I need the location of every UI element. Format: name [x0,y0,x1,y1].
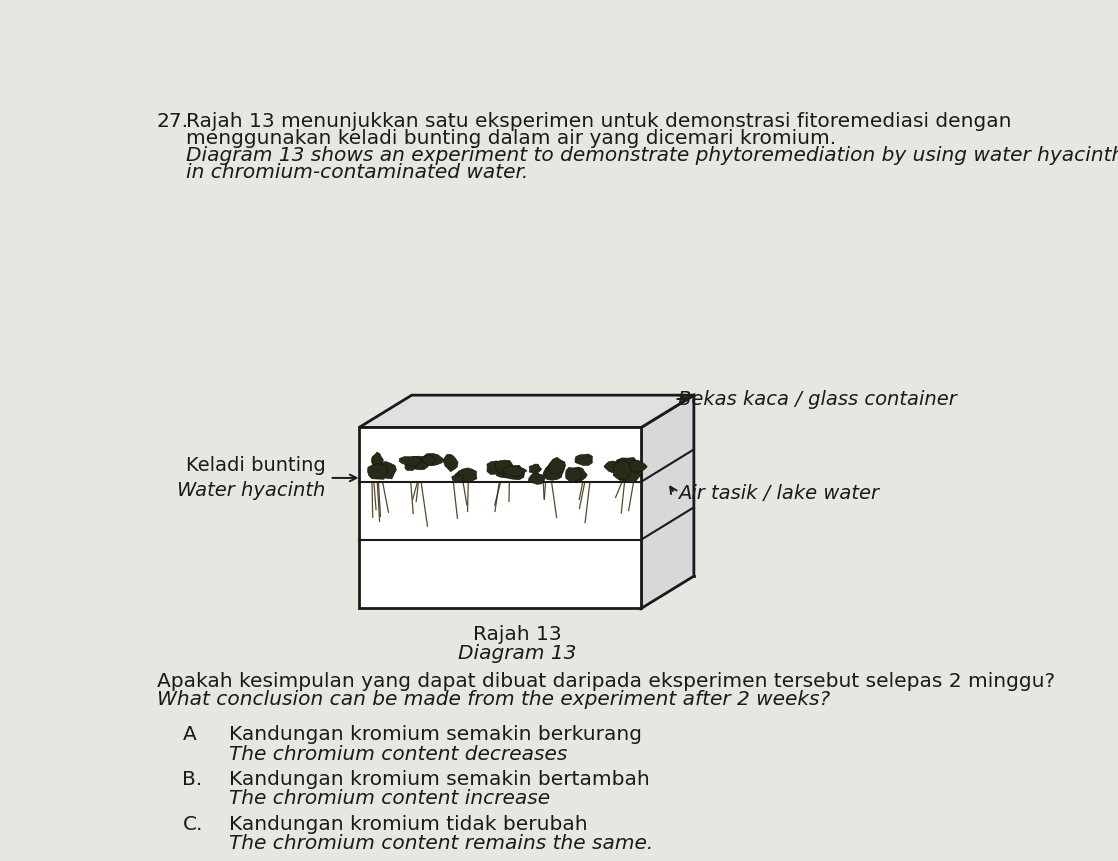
Polygon shape [617,467,641,482]
Text: The chromium content remains the same.: The chromium content remains the same. [229,834,653,853]
Text: The chromium content decreases: The chromium content decreases [229,745,567,764]
Text: menggunakan keladi bunting dalam air yang dicemari kromium.: menggunakan keladi bunting dalam air yan… [187,129,836,148]
Text: What conclusion can be made from the experiment after 2 weeks?: What conclusion can be made from the exp… [157,690,830,709]
Polygon shape [529,464,541,474]
Text: Keladi bunting: Keladi bunting [186,455,325,475]
Polygon shape [376,461,397,479]
Polygon shape [444,455,458,472]
Polygon shape [604,461,622,473]
Text: Rajah 13: Rajah 13 [473,625,561,644]
Polygon shape [613,460,631,480]
Polygon shape [569,467,587,483]
Polygon shape [628,460,647,473]
Text: The chromium content increase: The chromium content increase [229,790,550,808]
Polygon shape [455,472,470,483]
Text: B.: B. [182,770,202,790]
Polygon shape [421,455,435,466]
Polygon shape [359,395,694,428]
Text: Diagram 13 shows an experiment to demonstrate phytoremediation by using water hy: Diagram 13 shows an experiment to demons… [187,146,1118,164]
Text: Kandungan kromium tidak berubah: Kandungan kromium tidak berubah [229,815,587,833]
Text: Apakah kesimpulan yang dapat dibuat daripada eksperimen tersebut selepas 2 mingg: Apakah kesimpulan yang dapat dibuat dari… [157,672,1055,691]
Polygon shape [546,461,566,478]
Polygon shape [616,457,641,472]
Text: Air tasik / lake water: Air tasik / lake water [679,484,880,503]
Polygon shape [399,456,421,466]
Polygon shape [495,460,514,476]
Polygon shape [575,454,593,466]
Polygon shape [423,454,445,466]
Text: Water hyacinth: Water hyacinth [178,481,325,500]
Text: C.: C. [182,815,202,833]
Polygon shape [543,467,562,480]
Polygon shape [368,463,388,480]
Text: Kandungan kromium semakin berkurang: Kandungan kromium semakin berkurang [229,726,642,745]
Text: Rajah 13 menunjukkan satu eksperimen untuk demonstrasi fitoremediasi dengan: Rajah 13 menunjukkan satu eksperimen unt… [187,112,1012,131]
Text: Kandungan kromium semakin bertambah: Kandungan kromium semakin bertambah [229,770,650,790]
Polygon shape [549,457,566,474]
Polygon shape [502,466,527,477]
Polygon shape [496,467,511,478]
Polygon shape [642,395,694,609]
Text: in chromium-contaminated water.: in chromium-contaminated water. [187,163,529,182]
Polygon shape [529,473,546,485]
Polygon shape [457,468,477,482]
Polygon shape [371,452,383,467]
Polygon shape [566,468,581,482]
Polygon shape [452,475,464,482]
Polygon shape [503,465,524,480]
Polygon shape [408,456,428,470]
Text: 27.: 27. [157,112,189,131]
Text: A: A [182,726,196,745]
Polygon shape [359,428,642,609]
Polygon shape [405,459,416,471]
Text: Diagram 13: Diagram 13 [458,644,577,663]
Text: Bekas kaca / glass container: Bekas kaca / glass container [679,389,957,408]
Polygon shape [487,461,508,474]
